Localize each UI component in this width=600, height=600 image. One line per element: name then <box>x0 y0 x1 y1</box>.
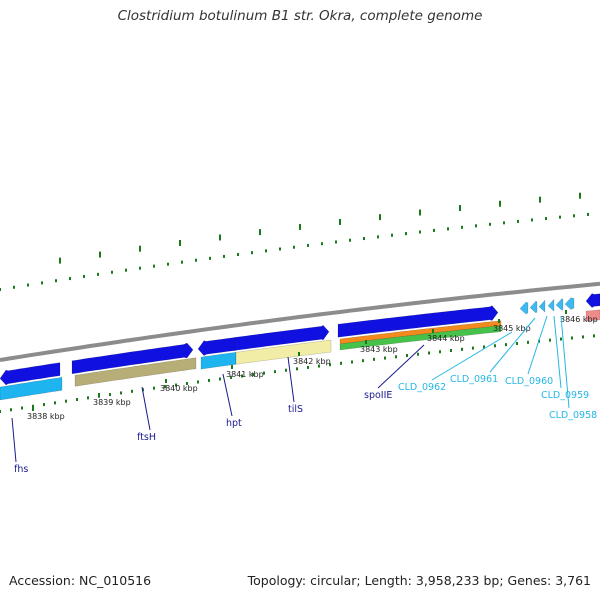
scale-label: 3842 kbp <box>293 357 331 366</box>
cds-small-arrow <box>564 297 575 310</box>
gene-label: tilS <box>288 404 303 415</box>
cds-small-arrow <box>519 301 529 315</box>
cds-spoIIE <box>337 305 499 338</box>
gene-label: CLD_0960 <box>505 376 553 387</box>
cds-small-arrow <box>529 300 538 314</box>
gene-leader-line <box>11 417 17 463</box>
gene-leader-line <box>141 386 151 431</box>
genome-stats-text: Topology: circular; Length: 3,958,233 bp… <box>247 573 591 588</box>
cds-tilS <box>233 324 330 351</box>
gene-leader-line <box>377 344 425 389</box>
scale-label: 3841 kbp <box>226 370 264 379</box>
cds-next <box>585 293 600 308</box>
cds-small-arrow <box>538 299 546 313</box>
cog-track-hpt <box>200 352 237 370</box>
gene-leader-line <box>553 315 562 389</box>
scale-label: 3844 kbp <box>427 334 465 343</box>
scale-label: 3840 kbp <box>160 384 198 393</box>
gene-label: spoIIE <box>364 390 392 401</box>
scale-label: 3845 kbp <box>493 324 531 333</box>
accession-text: Accession: NC_010516 <box>9 573 152 588</box>
cds-small-arrow <box>547 298 555 312</box>
gene-leader-line <box>431 331 513 381</box>
cog-track-tilS <box>235 339 332 365</box>
gene-leader-line <box>287 356 295 403</box>
scale-labels: 3838 kbp 3839 kbp 3840 kbp 3841 kbp 3842 kbp… <box>27 310 598 421</box>
gc-skew-ticks <box>0 192 595 413</box>
feature-tracks <box>0 293 600 401</box>
scale-label: 3838 kbp <box>27 412 65 421</box>
gene-leader-line <box>222 373 233 417</box>
cog-track-fhs <box>0 377 63 401</box>
scale-label: 3843 kbp <box>360 345 398 354</box>
genome-backbone <box>0 281 600 362</box>
gene-label: hpt <box>226 418 242 429</box>
cog-track-ftsH <box>74 357 197 387</box>
scale-label: 3839 kbp <box>93 398 131 407</box>
map-title: Clostridium botulinum B1 str. Okra, comp… <box>117 8 483 24</box>
backbone-line <box>0 281 600 362</box>
cog-track-spoIIE-green <box>339 325 502 351</box>
gene-label: fhs <box>14 464 28 475</box>
scale-label: 3846 kbp <box>560 315 598 324</box>
cog-track-next <box>585 309 600 322</box>
cog-track-spoIIE-orange <box>339 320 502 345</box>
gene-label: CLD_0958 <box>549 410 597 421</box>
gene-label: CLD_0959 <box>541 390 589 401</box>
cds-fhs <box>0 362 61 386</box>
gene-leader-line <box>489 317 536 373</box>
gene-label: ftsH <box>137 432 156 443</box>
gene-leader-line <box>560 315 570 409</box>
gene-label: CLD_0962 <box>398 382 446 393</box>
gene-label: CLD_0961 <box>450 374 498 385</box>
cds-small-arrow <box>555 298 564 311</box>
gene-labels: fhs ftsH hpt tilS spoIIE CLD_0962 CLD_0961 CLD_… <box>11 315 597 475</box>
cds-ftsH <box>71 342 194 375</box>
gene-leader-line <box>527 315 548 375</box>
